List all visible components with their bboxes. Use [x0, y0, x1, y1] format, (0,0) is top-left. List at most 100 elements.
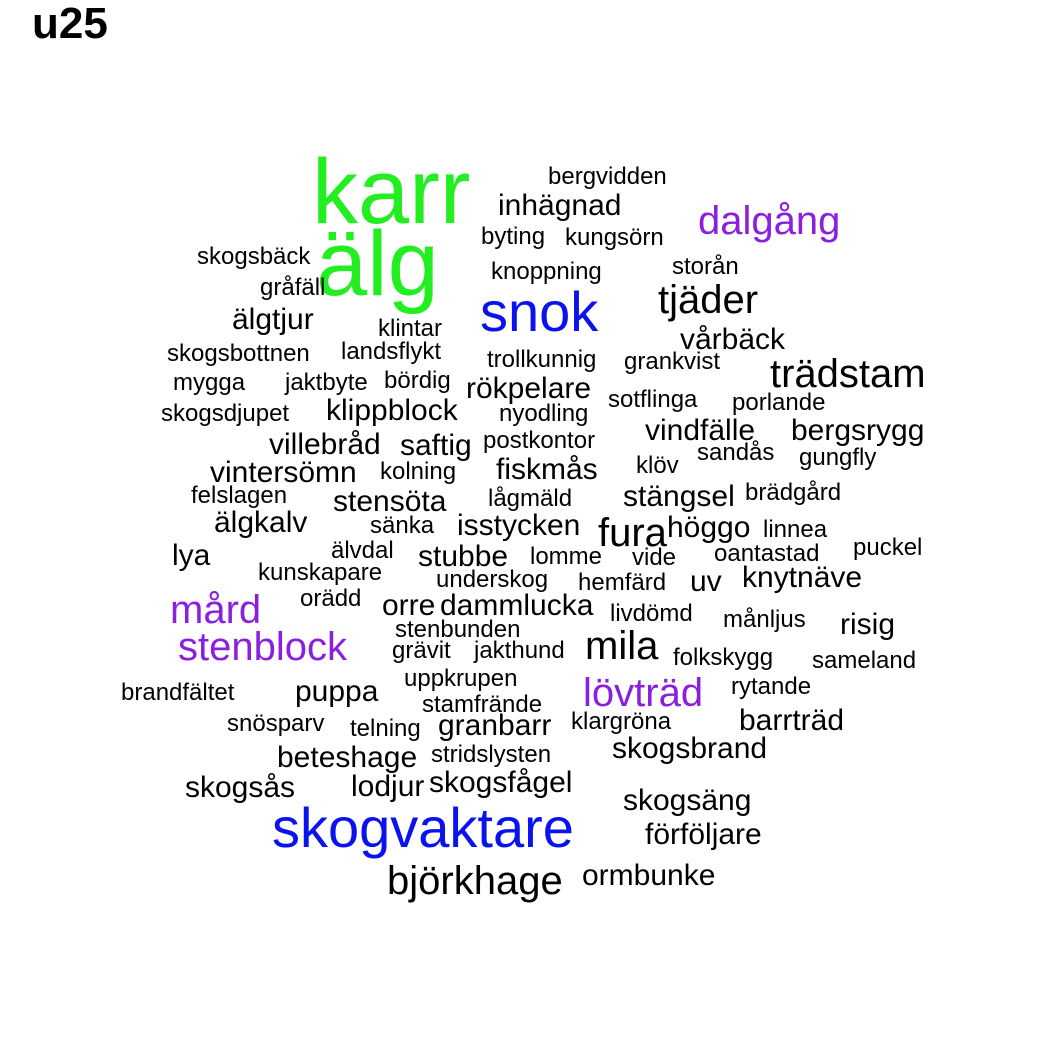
- cloud-word: beteshage: [277, 741, 418, 774]
- cloud-word: saftig: [400, 429, 472, 462]
- cloud-word: porlande: [732, 389, 826, 416]
- cloud-word: bördig: [384, 367, 451, 394]
- cloud-word: klintar: [378, 315, 443, 342]
- cloud-word: rökpelare: [466, 372, 592, 405]
- cloud-word: nyodling: [499, 400, 589, 427]
- cloud-word: sandås: [697, 439, 775, 466]
- cloud-word: ormbunke: [582, 859, 716, 892]
- cloud-word: hemfärd: [578, 569, 667, 596]
- cloud-word: snok: [480, 280, 599, 343]
- cloud-word: barrträd: [739, 704, 845, 737]
- cloud-word: stenblock: [178, 625, 347, 669]
- cloud-word: mård: [170, 588, 262, 632]
- cloud-word: snösparv: [227, 710, 325, 737]
- cloud-word: postkontor: [483, 427, 596, 454]
- cloud-word: stamfrände: [422, 691, 543, 718]
- cloud-word: skogsfågel: [429, 766, 573, 799]
- cloud-word: månljus: [723, 606, 806, 633]
- cloud-word: älgtjur: [232, 303, 314, 336]
- cloud-word: livdömd: [610, 600, 693, 627]
- cloud-word: gråfäll: [260, 274, 326, 301]
- cloud-word: kolning: [380, 458, 457, 485]
- cloud-word: skogsäng: [623, 784, 752, 817]
- cloud-word: jakthund: [474, 637, 565, 664]
- cloud-word: skogsås: [185, 771, 296, 804]
- cloud-word: skogsbrand: [612, 732, 768, 765]
- cloud-word: uppkrupen: [404, 665, 518, 692]
- cloud-word: inhägnad: [498, 189, 622, 222]
- cloud-word: trädstam: [770, 352, 926, 396]
- cloud-word: fiskmås: [496, 453, 598, 486]
- cloud-word: risig: [840, 608, 896, 641]
- cloud-word: klippblock: [326, 394, 458, 427]
- cloud-word: stridslysten: [431, 741, 552, 768]
- cloud-word: vårbäck: [680, 323, 786, 356]
- cloud-word: linnea: [763, 516, 828, 543]
- cloud-word: trollkunnig: [487, 346, 597, 373]
- cloud-word: vintersömn: [210, 456, 357, 489]
- cloud-word: knytnäve: [742, 561, 863, 594]
- cloud-word: stenbunden: [395, 616, 521, 643]
- cloud-word: storån: [672, 253, 739, 280]
- cloud-word: klargröna: [571, 708, 672, 735]
- cloud-word: älgkalv: [214, 506, 308, 539]
- cloud-word: skogsbäck: [197, 243, 311, 270]
- cloud-word: kungsörn: [565, 224, 664, 251]
- cloud-word: sotflinga: [608, 386, 698, 413]
- cloud-word: sänka: [370, 512, 435, 539]
- cloud-word: sameland: [812, 647, 917, 674]
- cloud-word: puckel: [853, 534, 923, 561]
- cloud-word: stängsel: [623, 480, 735, 513]
- cloud-word: mygga: [173, 369, 246, 396]
- cloud-word: bergvidden: [548, 163, 667, 190]
- cloud-word: lågmäld: [488, 485, 573, 512]
- cloud-word: skogsbottnen: [167, 340, 310, 367]
- cloud-word: isstycken: [457, 509, 581, 542]
- cloud-word: villebråd: [269, 428, 381, 461]
- cloud-word: bergsrygg: [791, 414, 925, 447]
- cloud-word: rytande: [731, 673, 812, 700]
- cloud-word: lomme: [530, 543, 603, 570]
- cloud-word: knoppning: [491, 258, 602, 285]
- cloud-word: folkskygg: [673, 644, 774, 671]
- cloud-word: dammlucka: [440, 589, 594, 622]
- cloud-word: tjäder: [658, 278, 759, 322]
- cloud-word: mila: [585, 624, 659, 668]
- cloud-word: brädgård: [745, 479, 842, 506]
- cloud-word: telning: [350, 715, 421, 742]
- cloud-word: lya: [172, 539, 211, 572]
- cloud-word: vindfälle: [645, 414, 756, 447]
- cloud-word: byting: [481, 223, 546, 250]
- cloud-word: grankvist: [624, 348, 721, 375]
- cloud-word: gungfly: [799, 444, 877, 471]
- cloud-word: förföljare: [645, 818, 762, 851]
- cloud-word: älvdal: [331, 537, 394, 564]
- cloud-word: lodjur: [351, 770, 425, 803]
- cloud-word: älg: [316, 213, 439, 315]
- cloud-word: underskog: [436, 566, 549, 593]
- cloud-word: dalgång: [698, 199, 841, 243]
- cloud-word: kunskapare: [258, 559, 383, 586]
- cloud-word: björkhage: [387, 859, 563, 903]
- cloud-word: uv: [690, 565, 722, 598]
- cloud-word: vide: [632, 544, 677, 571]
- cloud-word: stubbe: [418, 540, 509, 573]
- cloud-word: klöv: [636, 452, 679, 479]
- cloud-word: skogsdjupet: [161, 400, 290, 427]
- cloud-word: puppa: [295, 675, 379, 708]
- cloud-word: karr: [312, 141, 471, 243]
- cloud-word: granbarr: [438, 709, 552, 742]
- cloud-word: fura: [598, 511, 667, 555]
- cloud-word: grävit: [392, 637, 451, 664]
- cloud-word: oantastad: [714, 540, 820, 567]
- cloud-word: landsflykt: [341, 338, 442, 365]
- cloud-word: lövträd: [583, 671, 704, 715]
- page-title: u25: [32, 0, 108, 48]
- cloud-word: orädd: [300, 585, 362, 612]
- cloud-word: skogvaktare: [272, 796, 574, 859]
- cloud-word: orre: [382, 589, 436, 622]
- cloud-word: höggo: [667, 511, 751, 544]
- cloud-word: stensöta: [333, 485, 447, 518]
- cloud-word: felslagen: [191, 482, 288, 509]
